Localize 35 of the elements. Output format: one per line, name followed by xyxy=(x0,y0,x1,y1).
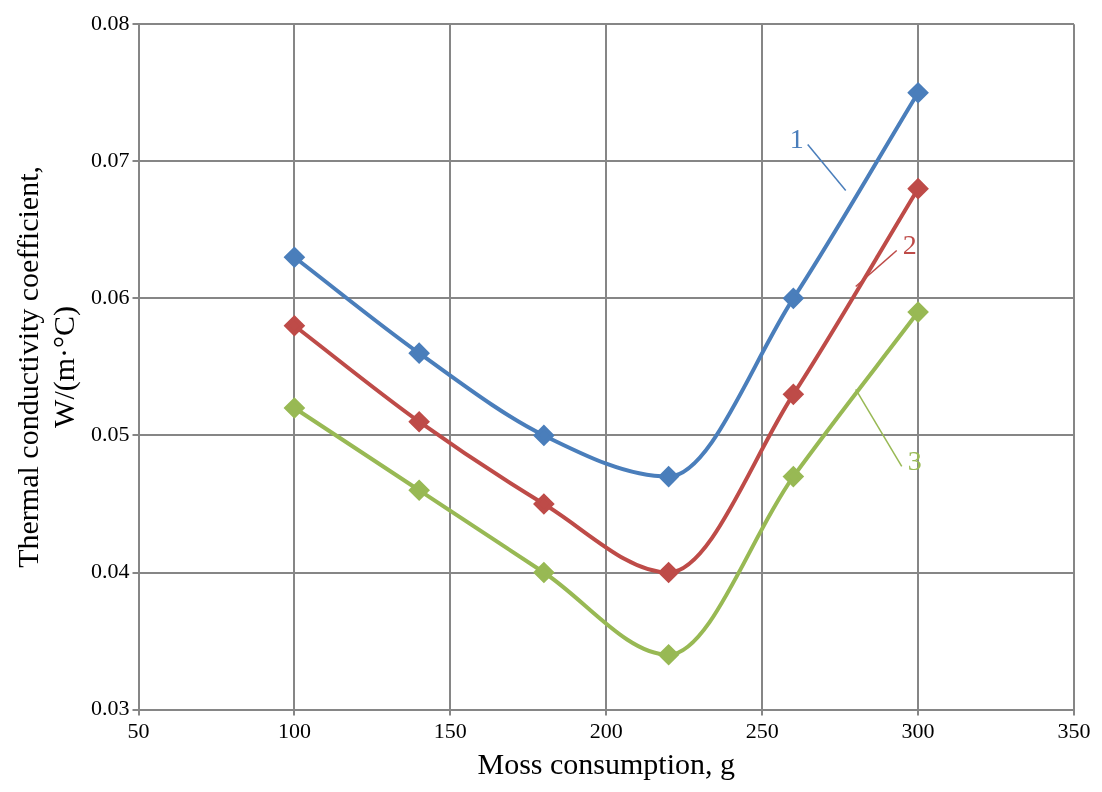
series-label: 2 xyxy=(902,228,917,260)
y-tick-label: 0.04 xyxy=(91,558,130,584)
point xyxy=(658,644,679,665)
point xyxy=(533,425,554,446)
x-tick-label: 350 xyxy=(1057,717,1091,743)
x-tick-label: 150 xyxy=(433,717,467,743)
point xyxy=(284,315,305,336)
point xyxy=(783,466,804,487)
point xyxy=(783,384,804,405)
x-tick-label: 200 xyxy=(589,717,623,743)
point xyxy=(658,466,679,487)
point xyxy=(783,288,804,309)
point xyxy=(284,247,305,268)
y-tick-label: 0.05 xyxy=(91,421,130,447)
point xyxy=(908,302,929,323)
x-tick-label: 250 xyxy=(745,717,779,743)
text: 1 xyxy=(789,122,804,154)
point xyxy=(908,178,929,199)
point xyxy=(908,82,929,103)
point xyxy=(533,493,554,514)
point xyxy=(409,343,430,364)
y-tick-label: 0.08 xyxy=(91,9,130,35)
y-tick-label: 0.07 xyxy=(91,147,130,173)
x-axis-title: Moss consumption, g xyxy=(477,746,736,780)
x-tick-label: 50 xyxy=(127,717,150,743)
y-tick-label: 0.06 xyxy=(91,284,130,310)
point xyxy=(533,562,554,583)
point xyxy=(658,562,679,583)
point xyxy=(409,411,430,432)
point xyxy=(409,480,430,501)
point xyxy=(284,398,305,419)
x-tick-label: 300 xyxy=(901,717,935,743)
y-tick-label: 0.03 xyxy=(91,695,130,721)
x-tick-label: 100 xyxy=(277,717,311,743)
y-axis-title: Thermal conductivity coefficient, W/(m·°C) xyxy=(10,166,81,568)
